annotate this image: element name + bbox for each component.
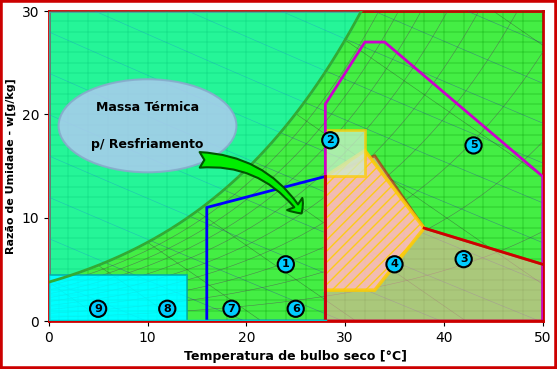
Text: 9: 9 bbox=[94, 304, 102, 314]
Polygon shape bbox=[325, 151, 424, 290]
Text: p/ Resfriamento: p/ Resfriamento bbox=[91, 138, 204, 151]
Text: 3: 3 bbox=[460, 254, 467, 264]
Polygon shape bbox=[325, 130, 365, 176]
Polygon shape bbox=[48, 275, 187, 321]
Text: Massa Térmica: Massa Térmica bbox=[96, 101, 199, 114]
Text: 4: 4 bbox=[390, 259, 398, 269]
Text: 5: 5 bbox=[470, 141, 477, 151]
Ellipse shape bbox=[58, 79, 236, 172]
X-axis label: Temperatura de bulbo seco [°C]: Temperatura de bulbo seco [°C] bbox=[184, 351, 407, 363]
Text: 8: 8 bbox=[163, 304, 171, 314]
Polygon shape bbox=[48, 275, 187, 321]
Polygon shape bbox=[325, 156, 543, 321]
Text: 7: 7 bbox=[228, 304, 236, 314]
Text: 2: 2 bbox=[326, 135, 334, 145]
Y-axis label: Razão de Umidade - w[g/kg]: Razão de Umidade - w[g/kg] bbox=[6, 78, 16, 254]
Text: 6: 6 bbox=[292, 304, 300, 314]
Text: 1: 1 bbox=[282, 259, 290, 269]
